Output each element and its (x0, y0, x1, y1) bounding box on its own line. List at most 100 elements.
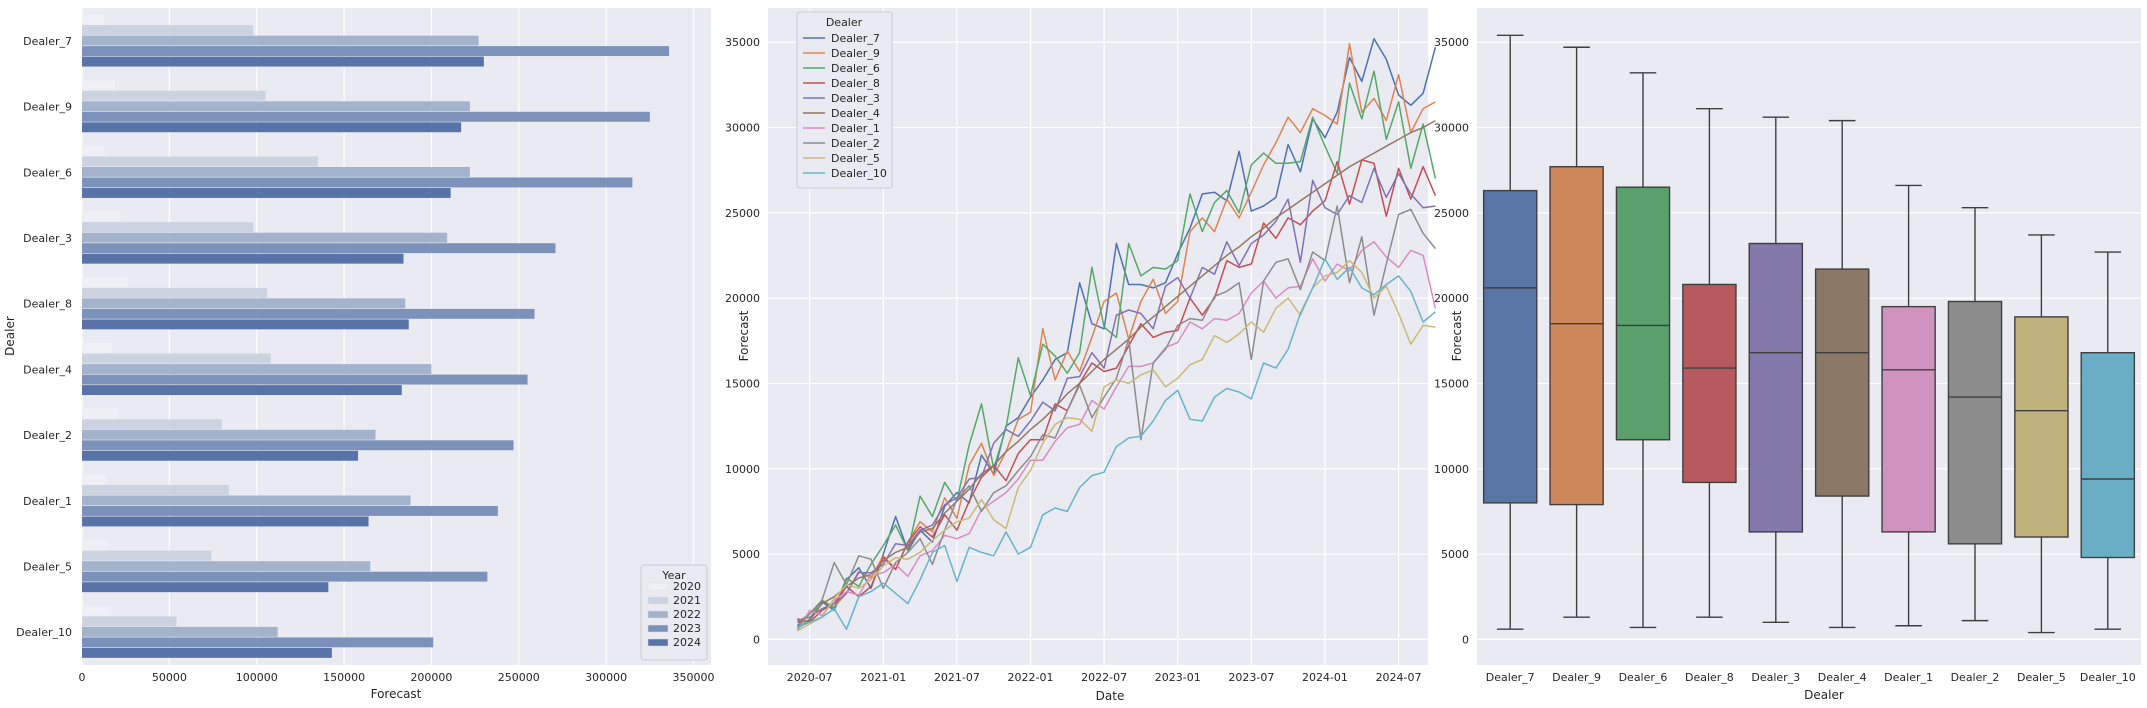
bar-chart-y-ticks: Dealer_7 Dealer_9 Dealer_6 Dealer_3 Dealer_8… (16, 35, 72, 639)
bar-dealer-1-2021 (82, 484, 229, 495)
bar-dealer-8-2022 (82, 298, 406, 309)
line-chart-lines (796, 37, 1437, 632)
line-chart-y-tick-label: 0 (753, 633, 760, 646)
bar-chart-y-tick-label: Dealer_7 (23, 35, 72, 48)
box-plot-x-tick-label: Dealer_10 (2080, 671, 2136, 684)
bar-dealer-6-2020 (82, 145, 105, 156)
box-dealer-9 (1549, 166, 1604, 506)
box-plot-x-ticks: Dealer_7 Dealer_9 Dealer_6 Dealer_8 Dealer_3… (1486, 671, 2136, 684)
bar-dealer-3-2022 (82, 232, 448, 243)
bar-dealer-7-2020 (82, 14, 105, 25)
bar-dealer-3-2024 (82, 253, 404, 264)
bar-dealer-2-2023 (82, 440, 514, 451)
box-plot-panel: Dealer_7 Dealer_9 Dealer_6 Dealer_8 Dealer_3… (1434, 8, 2141, 702)
bar-dealer-5-2021 (82, 550, 212, 561)
line-dealer-3 (797, 167, 1436, 622)
bar-dealer-2-2024 (82, 450, 359, 461)
box-plot-y-label: Forecast (1450, 310, 1464, 361)
line-chart-x-ticks: 2020-07 2021-01 2021-07 2022-01 2022-07 2023-… (787, 671, 1422, 684)
legend-label-dealer-10: Dealer_10 (831, 167, 887, 180)
line-dealer-8 (797, 159, 1437, 624)
legend-label-dealer-7: Dealer_7 (831, 32, 880, 45)
box-dealer-4 (1814, 268, 1870, 497)
bar-dealer-2-2021 (82, 419, 222, 430)
box-plot-y-ticks: 0 5000 10000 15000 20000 25000 30000 35000 (1434, 36, 1469, 646)
bar-dealer-1-2023 (82, 506, 498, 516)
box-plot-x-tick-label: Dealer_4 (1818, 671, 1867, 684)
bar-dealer-9-2023 (82, 111, 650, 122)
bar-chart-y-tick-label: Dealer_1 (23, 495, 72, 508)
legend-label-dealer-8: Dealer_8 (831, 77, 880, 90)
bar-chart-bars (82, 14, 670, 658)
box-plot-y-tick-label: 5000 (1441, 548, 1469, 561)
bar-chart-panel: 0 50000 100000 150000 200000 250000 300000 3500… (3, 8, 715, 701)
box-plot-y-tick-label: 35000 (1434, 36, 1469, 49)
legend-swatch-2022 (647, 610, 669, 619)
bar-dealer-8-2024 (82, 319, 409, 330)
line-chart-x-label: Date (1096, 689, 1125, 703)
bar-dealer-10-2020 (82, 605, 112, 616)
legend-label-2022: 2022 (673, 608, 701, 621)
bar-dealer-6-2022 (82, 166, 470, 177)
bar-chart-x-tick-label: 350000 (673, 671, 715, 684)
bar-chart-x-tick-label: 0 (79, 671, 86, 684)
legend-label-dealer-3: Dealer_3 (831, 92, 880, 105)
bar-dealer-6-2023 (82, 177, 633, 188)
box-dealer-1 (1881, 305, 1936, 533)
bar-dealer-7-2023 (82, 46, 670, 57)
bar-dealer-10-2021 (82, 616, 177, 627)
legend-swatch-2021 (647, 596, 669, 605)
bar-chart-y-tick-label: Dealer_3 (23, 232, 72, 245)
legend-label-2021: 2021 (673, 594, 701, 607)
bar-dealer-9-2021 (82, 90, 266, 101)
legend-label-dealer-6: Dealer_6 (831, 62, 880, 75)
box-plot-y-tick-label: 0 (1462, 633, 1469, 646)
box-dealer-8 (1682, 283, 1737, 484)
box-plot-y-tick-label: 10000 (1434, 463, 1469, 476)
line-chart-x-tick-label: 2024-01 (1302, 671, 1348, 684)
bar-dealer-10-2023 (82, 637, 434, 648)
box-plot-y-tick-label: 25000 (1434, 207, 1469, 220)
bar-dealer-9-2020 (82, 80, 116, 91)
box-plot-x-tick-label: Dealer_3 (1751, 671, 1800, 684)
bar-dealer-4-2023 (82, 374, 528, 385)
legend-swatch-2023 (647, 624, 669, 633)
bar-chart-x-tick-label: 200000 (410, 671, 452, 684)
bar-chart-y-tick-label: Dealer_6 (23, 166, 72, 179)
bar-chart-legend-title: Year (661, 569, 686, 582)
box-dealer-3 (1748, 242, 1804, 533)
bar-dealer-2-2022 (82, 429, 376, 440)
bar-chart-x-ticks: 0 50000 100000 150000 200000 250000 300000 3500… (79, 671, 715, 684)
line-dealer-2 (796, 205, 1436, 629)
box-dealer-6 (1615, 186, 1671, 441)
box-plot-x-tick-label: Dealer_7 (1486, 671, 1535, 684)
bar-chart-x-tick-label: 100000 (236, 671, 278, 684)
bar-chart-y-tick-label: Dealer_8 (23, 298, 72, 311)
legend-label-2020: 2020 (673, 580, 701, 593)
bar-chart-x-tick-label: 250000 (498, 671, 540, 684)
legend-swatch-2020 (647, 582, 669, 591)
box-dealer-10 (2080, 352, 2136, 559)
bar-dealer-8-2021 (82, 287, 268, 298)
bar-dealer-2-2020 (82, 408, 119, 419)
box-plot-x-tick-label: Dealer_6 (1619, 671, 1668, 684)
line-chart-y-tick-label: 25000 (725, 207, 760, 220)
bar-chart-y-tick-label: Dealer_2 (23, 429, 72, 442)
box-dealer-7 (1482, 189, 1538, 504)
bar-dealer-4-2022 (82, 364, 432, 375)
bar-dealer-7-2021 (82, 25, 254, 35)
bar-dealer-6-2021 (82, 156, 318, 167)
bar-chart-y-tick-label: Dealer_9 (23, 101, 72, 114)
bar-chart-x-tick-label: 150000 (323, 671, 365, 684)
box-plot-boxes (1482, 34, 2136, 634)
bar-chart-y-tick-label: Dealer_4 (23, 363, 72, 376)
line-chart-y-tick-label: 35000 (725, 36, 760, 49)
box-dealer-5 (2014, 316, 2069, 538)
legend-label-dealer-4: Dealer_4 (831, 107, 880, 120)
bar-dealer-5-2024 (82, 582, 329, 593)
box-plot-x-label: Dealer (1804, 688, 1844, 702)
line-dealer-10 (797, 258, 1436, 630)
line-chart-grid (768, 8, 1428, 665)
